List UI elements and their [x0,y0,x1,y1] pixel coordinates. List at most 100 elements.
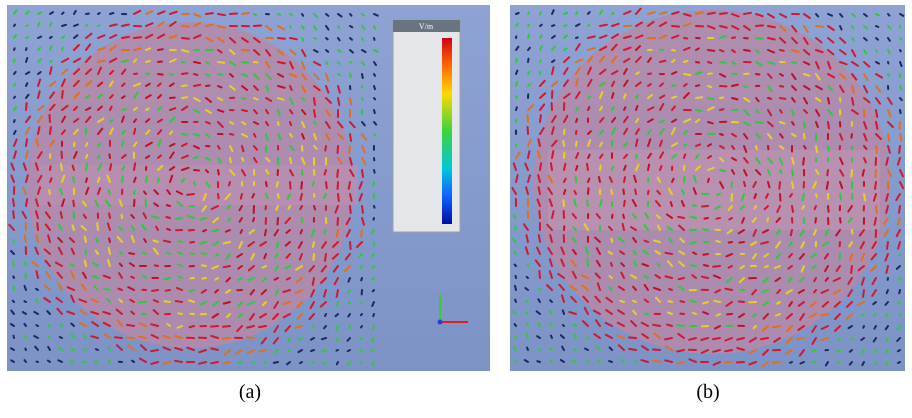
field-arrow [528,72,530,74]
field-arrow [666,253,673,254]
field-arrow [203,230,206,231]
field-arrow [338,98,339,105]
field-arrow [703,302,708,303]
panel-a: V/m [7,5,490,371]
field-arrow [242,62,248,63]
field-arrow [194,74,198,75]
field-arrow [708,98,713,99]
field-arrow [588,97,591,99]
field-arrow [780,50,784,51]
field-arrow [372,254,374,256]
field-arrow [265,230,266,235]
field-arrow [194,85,200,86]
field-arrow [165,301,171,302]
field-arrow [899,206,900,213]
field-arrow [539,288,540,290]
field-arrow [574,325,576,326]
field-arrow [671,202,672,206]
field-arrow [874,314,876,315]
field-arrow [164,241,170,242]
field-arrow [828,206,829,212]
field-arrow [660,61,665,62]
field-arrow [564,130,565,134]
field-arrow [373,314,374,316]
field-arrow [703,254,708,255]
field-arrow [242,98,245,99]
field-arrow [62,48,63,50]
field-arrow [551,336,552,339]
field-arrow [776,314,780,316]
field-arrow [550,360,552,362]
field-arrow [223,338,230,339]
field-arrow [218,170,219,175]
field-arrow [876,62,879,64]
caption: (a) [239,381,261,403]
field-arrow [24,324,26,326]
field-arrow [702,277,708,278]
field-arrow [338,62,340,64]
field-arrow [86,143,87,146]
field-arrow [563,325,564,326]
field-arrow [289,206,291,209]
field-arrow [278,14,280,15]
field-arrow [827,170,828,175]
field-arrow [691,242,696,243]
field-arrow [540,12,541,14]
field-arrow [816,194,817,197]
field-arrow [314,38,316,39]
field-arrow [888,134,889,141]
field-arrow [350,206,351,213]
field-arrow [374,206,375,208]
field-arrow [26,199,27,206]
field-arrow [314,110,315,117]
field-arrow [134,200,135,206]
field-arrow [325,254,326,261]
legend-title: V/m [419,22,434,31]
field-arrow [876,146,877,153]
field-arrow [768,26,775,27]
field-arrow [696,48,699,50]
field-arrow [348,302,350,303]
field-arrow [13,199,14,206]
field-arrow [585,349,588,350]
field-arrow [876,206,877,213]
field-arrow [899,146,900,153]
field-arrow [851,266,852,273]
field-arrow [25,360,27,362]
field-arrow [361,362,362,363]
field-arrow [224,242,230,243]
field-arrow [176,218,182,219]
field-arrow [362,14,364,16]
field-arrow [86,155,87,158]
field-arrow [337,170,338,177]
field-arrow [14,97,15,98]
field-arrow [134,129,135,134]
field-arrow [26,58,27,62]
field-arrow [278,194,279,198]
field-arrow [624,107,625,110]
field-arrow [50,37,52,38]
field-arrow [540,61,541,62]
field-arrow [134,191,135,194]
field-arrow [361,314,362,315]
field-arrow [527,324,528,326]
field-arrow [13,262,14,266]
field-arrow [731,182,732,187]
field-arrow [278,38,285,39]
field-arrow [194,157,198,158]
field-arrow [194,62,200,63]
field-arrow [118,289,122,290]
field-arrow [863,326,864,328]
field-arrow [337,302,338,306]
field-arrow [816,26,823,27]
field-arrow [540,163,541,170]
field-arrow [756,146,757,149]
field-arrow [827,182,828,189]
field-arrow [350,242,351,249]
field-arrow [108,360,110,362]
field-arrow [49,190,50,194]
field-arrow [527,264,528,266]
field-arrow [564,25,567,26]
field-arrow [773,326,780,327]
field-arrow [812,362,816,363]
